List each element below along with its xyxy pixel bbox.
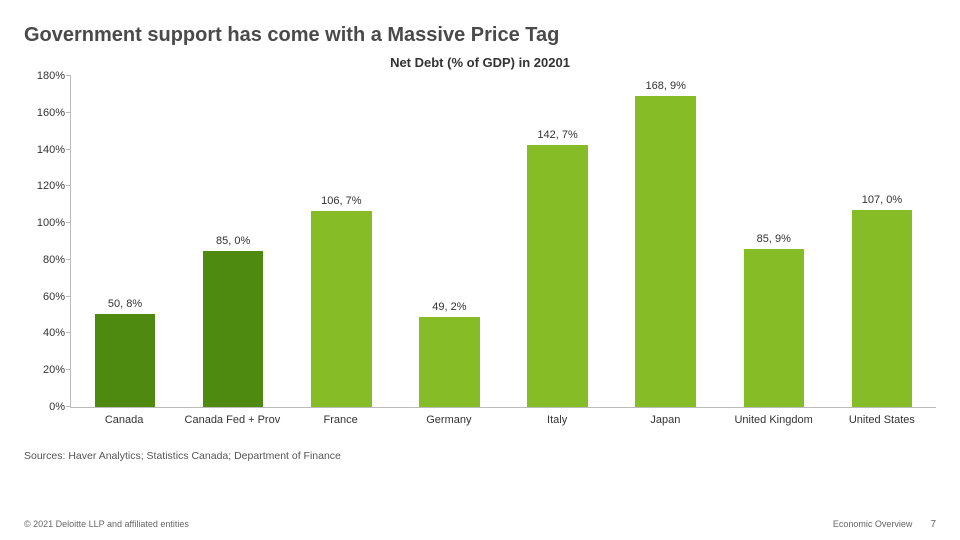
x-axis-label: Canada xyxy=(70,408,178,436)
bar-slot: 85, 0% xyxy=(179,76,287,407)
bar: 49, 2% xyxy=(419,317,480,407)
y-tick-mark xyxy=(66,332,71,333)
x-axis-label: Germany xyxy=(395,408,503,436)
bar-value-label: 106, 7% xyxy=(321,195,361,211)
bar-slot: 49, 2% xyxy=(395,76,503,407)
bar-value-label: 50, 8% xyxy=(108,298,142,314)
bar: 107, 0% xyxy=(852,210,913,407)
section-label: Economic Overview xyxy=(833,519,913,529)
y-tick-label: 160% xyxy=(37,107,71,119)
y-tick-mark xyxy=(66,75,71,76)
slide: Government support has come with a Massi… xyxy=(0,0,960,540)
bar-slot: 168, 9% xyxy=(612,76,720,407)
copyright-text: © 2021 Deloitte LLP and affiliated entit… xyxy=(24,519,189,529)
y-tick-mark xyxy=(66,112,71,113)
bar-value-label: 49, 2% xyxy=(432,301,466,317)
y-tick-mark xyxy=(66,296,71,297)
bar: 168, 9% xyxy=(635,96,696,407)
y-tick-mark xyxy=(66,222,71,223)
bar-value-label: 85, 0% xyxy=(216,235,250,251)
y-tick-label: 0% xyxy=(49,401,71,413)
page-title: Government support has come with a Massi… xyxy=(24,24,936,47)
bar-chart: 50, 8% 85, 0% 106, 7% 49, 2% 142, 7% 168, 9% 8… xyxy=(24,76,936,436)
x-axis-label: Japan xyxy=(611,408,719,436)
y-tick-label: 40% xyxy=(43,327,71,339)
bar-slot: 85, 9% xyxy=(720,76,828,407)
bar-value-label: 168, 9% xyxy=(645,80,685,96)
y-tick-mark xyxy=(66,406,71,407)
bar-value-label: 142, 7% xyxy=(537,129,577,145)
bar-slot: 107, 0% xyxy=(828,76,936,407)
y-tick-mark xyxy=(66,369,71,370)
bars-container: 50, 8% 85, 0% 106, 7% 49, 2% 142, 7% 168, 9% 8… xyxy=(71,76,936,407)
bar: 106, 7% xyxy=(311,211,372,407)
y-tick-label: 60% xyxy=(43,291,71,303)
y-tick-label: 140% xyxy=(37,144,71,156)
bar-value-label: 107, 0% xyxy=(862,194,902,210)
y-tick-mark xyxy=(66,149,71,150)
chart-title: Net Debt (% of GDP) in 20201 xyxy=(24,55,936,70)
y-tick-mark xyxy=(66,185,71,186)
bar: 85, 9% xyxy=(744,249,805,407)
x-axis-label: United Kingdom xyxy=(720,408,828,436)
y-tick-label: 100% xyxy=(37,217,71,229)
y-tick-label: 20% xyxy=(43,364,71,376)
bar: 142, 7% xyxy=(527,145,588,407)
y-tick-label: 80% xyxy=(43,254,71,266)
footer: © 2021 Deloitte LLP and affiliated entit… xyxy=(24,519,936,530)
x-axis-label: Italy xyxy=(503,408,611,436)
x-axis-labels: CanadaCanada Fed + ProvFranceGermanyItal… xyxy=(70,408,936,436)
x-axis-label: Canada Fed + Prov xyxy=(178,408,286,436)
sources-text: Sources: Haver Analytics; Statistics Can… xyxy=(24,450,936,462)
x-axis-label: United States xyxy=(828,408,936,436)
y-tick-label: 120% xyxy=(37,180,71,192)
y-tick-label: 180% xyxy=(37,70,71,82)
bar-value-label: 85, 9% xyxy=(757,233,791,249)
bar: 50, 8% xyxy=(95,314,156,407)
plot-area: 50, 8% 85, 0% 106, 7% 49, 2% 142, 7% 168, 9% 8… xyxy=(70,76,936,408)
bar-slot: 106, 7% xyxy=(287,76,395,407)
x-axis-label: France xyxy=(287,408,395,436)
bar: 85, 0% xyxy=(203,251,264,407)
bar-slot: 142, 7% xyxy=(504,76,612,407)
y-tick-mark xyxy=(66,259,71,260)
bar-slot: 50, 8% xyxy=(71,76,179,407)
page-number: 7 xyxy=(930,519,936,530)
